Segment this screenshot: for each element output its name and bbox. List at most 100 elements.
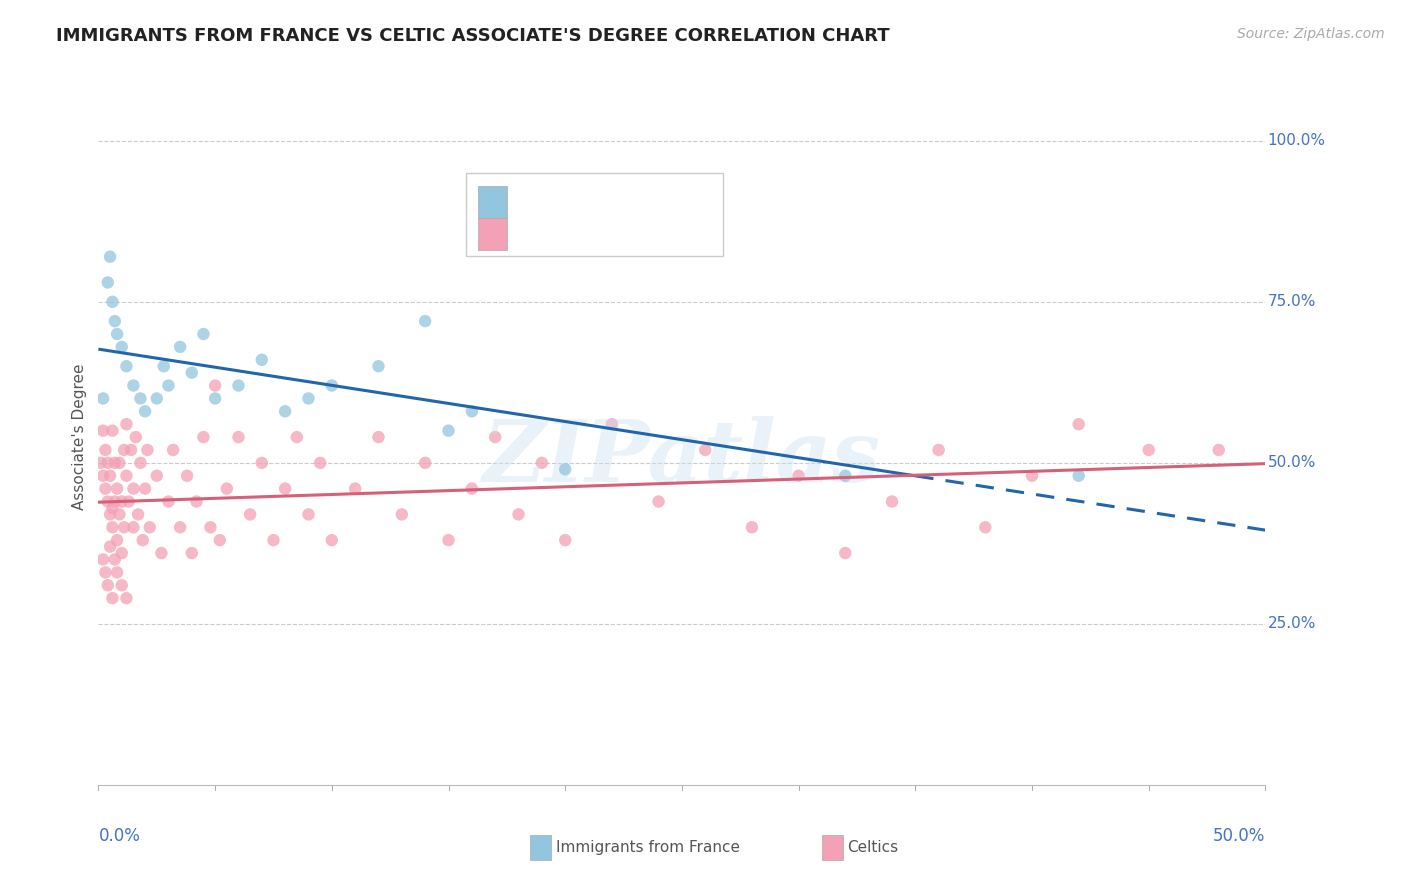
Point (974, 520, 997, 534)
Point (413, 456, 436, 470)
Point (250, 456, 273, 470)
Point (134, 482, 156, 496)
Point (787, 468, 810, 483)
Point (437, 424, 460, 438)
Point (112, 442, 135, 457)
Text: N = 30: N = 30 (620, 193, 682, 211)
Text: IMMIGRANTS FROM FRANCE VS CELTIC ASSOCIATE'S DEGREE CORRELATION CHART: IMMIGRANTS FROM FRANCE VS CELTIC ASSOCIA… (56, 27, 890, 45)
Text: Celtics: Celtics (848, 840, 898, 855)
Point (101, 294, 124, 309)
Point (321, 533, 343, 548)
Point (309, 456, 332, 470)
Point (122, 378, 145, 392)
Point (97, 456, 120, 470)
Point (108, 456, 131, 470)
Point (461, 404, 484, 418)
Point (180, 366, 202, 380)
Point (104, 494, 127, 508)
Point (208, 533, 231, 548)
Point (228, 430, 250, 444)
Text: 0.0%: 0.0% (98, 827, 141, 845)
Point (152, 359, 174, 374)
Point (157, 494, 180, 508)
Point (321, 378, 343, 392)
Point (1208, 442, 1230, 457)
Point (104, 456, 127, 470)
Point (94, 482, 117, 496)
Point (101, 424, 124, 438)
Point (274, 482, 297, 496)
FancyBboxPatch shape (478, 219, 508, 250)
Point (111, 546, 134, 560)
Point (139, 520, 162, 534)
Point (91, 552, 114, 566)
Point (94, 566, 117, 580)
FancyBboxPatch shape (530, 835, 551, 860)
Point (157, 378, 180, 392)
Point (105, 533, 128, 548)
Point (297, 392, 319, 406)
Point (228, 378, 250, 392)
Text: ZIPatlas: ZIPatlas (482, 417, 882, 500)
Point (112, 520, 135, 534)
Point (91, 468, 114, 483)
Point (1021, 468, 1043, 483)
Point (94, 442, 117, 457)
Point (285, 430, 308, 444)
Point (695, 442, 717, 457)
Text: 100.0%: 100.0% (1268, 133, 1326, 148)
Point (91, 424, 114, 438)
FancyBboxPatch shape (465, 173, 723, 256)
Point (530, 456, 553, 470)
Point (125, 430, 148, 444)
Point (97, 494, 120, 508)
Y-axis label: Associate's Degree: Associate's Degree (72, 364, 87, 510)
Point (193, 326, 215, 341)
Point (98, 468, 121, 483)
Point (239, 508, 262, 522)
Point (204, 392, 226, 406)
Text: Immigrants from France: Immigrants from France (555, 840, 740, 855)
Point (105, 326, 128, 341)
Point (367, 359, 389, 374)
Point (101, 520, 124, 534)
Point (391, 508, 413, 522)
Point (1067, 468, 1090, 483)
Point (554, 462, 576, 476)
Point (508, 508, 530, 522)
Point (122, 520, 145, 534)
Point (928, 442, 950, 457)
Point (297, 508, 319, 522)
FancyBboxPatch shape (478, 186, 508, 218)
Point (647, 494, 669, 508)
Text: N = 89: N = 89 (620, 225, 682, 243)
Point (115, 468, 138, 483)
Text: R = 0.025: R = 0.025 (520, 193, 605, 211)
Point (554, 533, 576, 548)
Point (461, 482, 484, 496)
Point (97, 578, 120, 592)
Text: 50.0%: 50.0% (1213, 827, 1265, 845)
Point (129, 392, 152, 406)
Text: Source: ZipAtlas.com: Source: ZipAtlas.com (1237, 27, 1385, 41)
Point (186, 494, 208, 508)
Point (880, 494, 903, 508)
Point (250, 352, 273, 367)
Point (413, 314, 436, 328)
Point (97, 276, 120, 290)
Point (834, 546, 856, 560)
Point (146, 468, 169, 483)
Point (834, 468, 856, 483)
FancyBboxPatch shape (823, 835, 844, 860)
Point (180, 546, 202, 560)
Point (215, 482, 238, 496)
Point (136, 442, 159, 457)
Point (169, 520, 191, 534)
Point (108, 508, 131, 522)
Point (90, 456, 112, 470)
Point (115, 417, 138, 432)
Point (98, 540, 121, 554)
Point (200, 520, 222, 534)
Point (111, 578, 134, 592)
Point (132, 533, 155, 548)
